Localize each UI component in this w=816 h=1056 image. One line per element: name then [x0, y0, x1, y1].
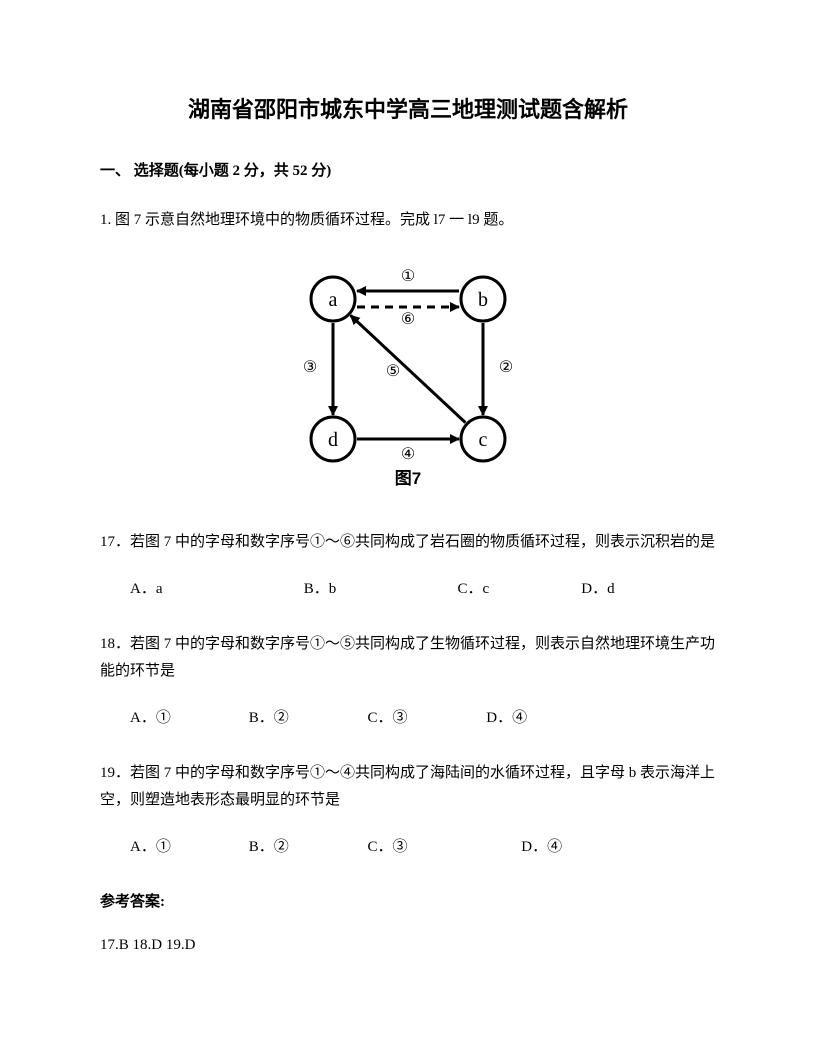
section-header: 一、 选择题(每小题 2 分，共 52 分)	[100, 158, 716, 185]
answer-text: 17.B 18.D 19.D	[100, 932, 716, 959]
q17-option-b: B．b	[304, 576, 454, 603]
question-18-options: A．① B．② C．③ D．④	[100, 705, 716, 732]
q19-option-b: B．②	[249, 834, 364, 861]
q18-option-d: D．④	[486, 705, 566, 732]
q19-option-c: C．③	[368, 834, 518, 861]
q18-option-c: C．③	[368, 705, 483, 732]
svg-text:③: ③	[303, 359, 317, 376]
svg-text:b: b	[478, 289, 488, 311]
diagram-figure-7: ① ⑥ ② ③ ④ ⑤ a b c d 图7	[100, 254, 716, 504]
svg-text:c: c	[479, 429, 488, 451]
question-19-options: A．① B．② C．③ D．④	[100, 834, 716, 861]
svg-text:②: ②	[499, 359, 513, 376]
q17-option-d: D．d	[581, 576, 661, 603]
question-17-stem: 17．若图 7 中的字母和数字序号①～⑥共同构成了岩石圈的物质循环过程，则表示沉…	[100, 529, 716, 556]
svg-text:图7: 图7	[395, 469, 421, 488]
svg-text:④: ④	[401, 446, 415, 463]
q19-option-a: A．①	[130, 834, 245, 861]
svg-text:a: a	[329, 289, 338, 311]
svg-text:⑥: ⑥	[401, 311, 415, 328]
q19-option-d: D．④	[521, 834, 601, 861]
page-title: 湖南省邵阳市城东中学高三地理测试题含解析	[100, 90, 716, 130]
question-1-stem: 1. 图 7 示意自然地理环境中的物质循环过程。完成 l7 一 l9 题。	[100, 207, 716, 234]
svg-text:①: ①	[401, 268, 415, 285]
question-19-stem: 19．若图 7 中的字母和数字序号①～④共同构成了海陆间的水循环过程，且字母 b…	[100, 760, 716, 814]
q17-option-a: A．a	[130, 576, 300, 603]
svg-text:d: d	[328, 429, 338, 451]
q18-option-b: B．②	[249, 705, 364, 732]
q17-option-c: C．c	[458, 576, 578, 603]
svg-text:⑤: ⑤	[386, 363, 400, 380]
question-17-options: A．a B．b C．c D．d	[100, 576, 716, 603]
q18-option-a: A．①	[130, 705, 245, 732]
answer-label: 参考答案:	[100, 889, 716, 916]
question-18-stem: 18．若图 7 中的字母和数字序号①～⑤共同构成了生物循环过程，则表示自然地理环…	[100, 631, 716, 685]
